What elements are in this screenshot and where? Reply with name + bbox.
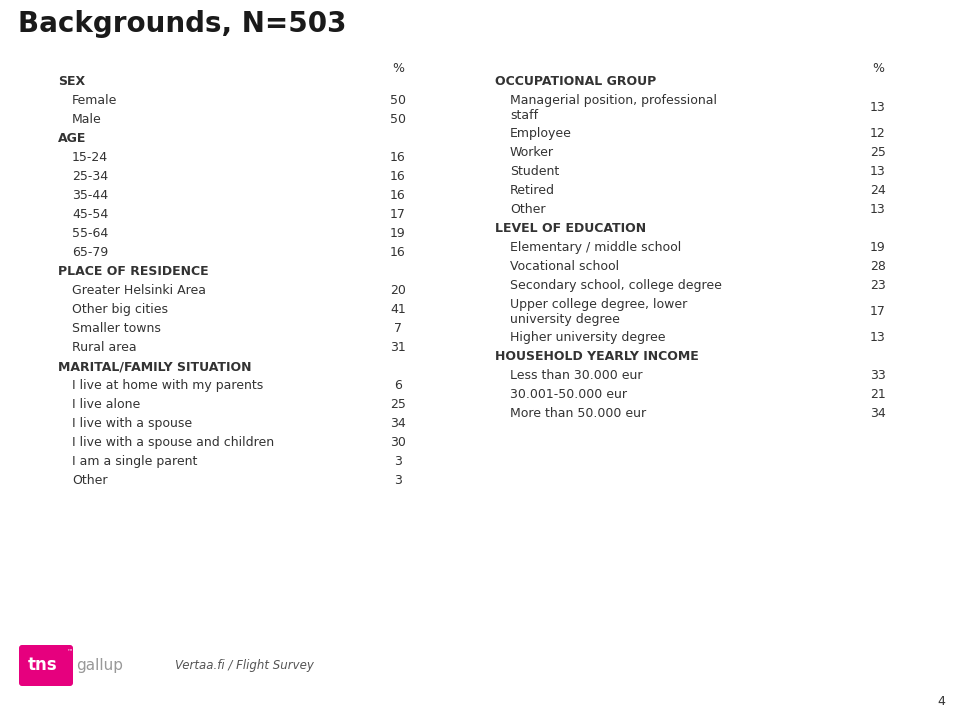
Text: 4: 4: [937, 695, 945, 708]
Text: SEX: SEX: [58, 75, 85, 88]
Text: Managerial position, professional
staff: Managerial position, professional staff: [510, 94, 717, 122]
Text: 13: 13: [870, 331, 886, 344]
Text: Other: Other: [510, 203, 545, 216]
Text: I live with a spouse: I live with a spouse: [72, 417, 192, 430]
Text: LEVEL OF EDUCATION: LEVEL OF EDUCATION: [495, 222, 646, 235]
Text: 25: 25: [870, 146, 886, 159]
Text: Higher university degree: Higher university degree: [510, 331, 665, 344]
Text: Student: Student: [510, 165, 560, 178]
Text: 30.001-50.000 eur: 30.001-50.000 eur: [510, 388, 627, 401]
Text: 20: 20: [390, 284, 406, 297]
Text: 7: 7: [394, 322, 402, 335]
Text: 34: 34: [390, 417, 406, 430]
Text: 16: 16: [390, 246, 406, 259]
Text: 6: 6: [394, 379, 402, 392]
Text: %: %: [392, 62, 404, 75]
Text: Vertaa.fi / Flight Survey: Vertaa.fi / Flight Survey: [175, 659, 314, 672]
Text: 24: 24: [870, 184, 886, 197]
Text: gallup: gallup: [76, 658, 123, 673]
Text: 16: 16: [390, 189, 406, 202]
Text: HOUSEHOLD YEARLY INCOME: HOUSEHOLD YEARLY INCOME: [495, 350, 699, 363]
Text: AGE: AGE: [58, 132, 86, 145]
Text: Worker: Worker: [510, 146, 554, 159]
Text: Male: Male: [72, 113, 102, 126]
Text: 19: 19: [390, 227, 406, 240]
Text: 16: 16: [390, 170, 406, 183]
Text: tns: tns: [27, 656, 57, 674]
Text: 31: 31: [390, 341, 406, 354]
Text: Less than 30.000 eur: Less than 30.000 eur: [510, 369, 642, 382]
Text: 19: 19: [870, 241, 886, 254]
Text: Elementary / middle school: Elementary / middle school: [510, 241, 682, 254]
Text: Upper college degree, lower
university degree: Upper college degree, lower university d…: [510, 298, 687, 326]
Text: 28: 28: [870, 260, 886, 273]
Text: 65-79: 65-79: [72, 246, 108, 259]
Text: Backgrounds, N=503: Backgrounds, N=503: [18, 10, 347, 38]
Text: 21: 21: [870, 388, 886, 401]
Text: 50: 50: [390, 113, 406, 126]
Text: 13: 13: [870, 203, 886, 216]
Text: Greater Helsinki Area: Greater Helsinki Area: [72, 284, 206, 297]
Text: 12: 12: [870, 127, 886, 140]
Text: Vocational school: Vocational school: [510, 260, 619, 273]
Text: 33: 33: [870, 369, 886, 382]
Text: 50: 50: [390, 94, 406, 107]
Text: 15-24: 15-24: [72, 151, 108, 164]
Text: 25-34: 25-34: [72, 170, 108, 183]
Text: I am a single parent: I am a single parent: [72, 455, 198, 468]
Text: I live at home with my parents: I live at home with my parents: [72, 379, 263, 392]
Text: 13: 13: [870, 101, 886, 114]
Text: 55-64: 55-64: [72, 227, 108, 240]
Text: Secondary school, college degree: Secondary school, college degree: [510, 279, 722, 292]
Text: MARITAL/FAMILY SITUATION: MARITAL/FAMILY SITUATION: [58, 360, 252, 373]
Text: 45-54: 45-54: [72, 208, 108, 221]
Text: ™: ™: [66, 650, 72, 655]
Text: I live with a spouse and children: I live with a spouse and children: [72, 436, 275, 449]
Text: 17: 17: [390, 208, 406, 221]
Text: 34: 34: [870, 407, 886, 420]
Text: 23: 23: [870, 279, 886, 292]
Text: More than 50.000 eur: More than 50.000 eur: [510, 407, 646, 420]
Text: 13: 13: [870, 165, 886, 178]
Text: 30: 30: [390, 436, 406, 449]
Text: Other big cities: Other big cities: [72, 303, 168, 316]
Text: Smaller towns: Smaller towns: [72, 322, 161, 335]
Text: 17: 17: [870, 305, 886, 318]
Text: Retired: Retired: [510, 184, 555, 197]
FancyBboxPatch shape: [19, 645, 73, 686]
Text: 25: 25: [390, 398, 406, 411]
Text: 3: 3: [394, 474, 402, 487]
Text: Female: Female: [72, 94, 117, 107]
Text: Employee: Employee: [510, 127, 572, 140]
Text: 35-44: 35-44: [72, 189, 108, 202]
Text: 41: 41: [390, 303, 406, 316]
Text: I live alone: I live alone: [72, 398, 140, 411]
Text: Rural area: Rural area: [72, 341, 136, 354]
Text: PLACE OF RESIDENCE: PLACE OF RESIDENCE: [58, 265, 208, 278]
Text: %: %: [872, 62, 884, 75]
Text: 16: 16: [390, 151, 406, 164]
Text: OCCUPATIONAL GROUP: OCCUPATIONAL GROUP: [495, 75, 657, 88]
Text: 3: 3: [394, 455, 402, 468]
Text: Other: Other: [72, 474, 108, 487]
